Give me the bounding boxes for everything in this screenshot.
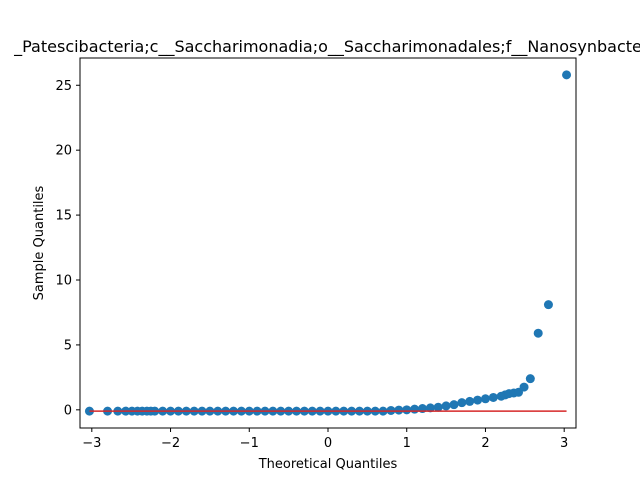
sample-point	[480, 394, 490, 404]
y-axis-label: Sample Quantiles	[32, 185, 47, 300]
sample-point	[465, 396, 475, 406]
sample-point	[394, 405, 404, 415]
y-tick-label: 25	[55, 79, 72, 94]
x-tick-label: 2	[481, 436, 489, 451]
sample-point	[425, 403, 435, 413]
y-tick-label: 0	[64, 403, 72, 418]
x-tick-label: −1	[240, 436, 259, 451]
x-tick-label: −2	[161, 436, 180, 451]
sample-point	[410, 404, 420, 414]
y-tick-label: 20	[55, 144, 72, 159]
sample-point	[519, 382, 529, 392]
sample-point	[533, 328, 543, 338]
x-tick-label: −3	[82, 436, 101, 451]
x-axis-ticks: −3 −2 −1 0 1 2 3	[82, 428, 568, 451]
y-tick-label: 10	[55, 274, 72, 289]
x-tick-label: 1	[403, 436, 411, 451]
y-axis-ticks: 0 5 10 15 20 25	[55, 79, 80, 418]
x-axis-label: Theoretical Quantiles	[258, 457, 398, 472]
sample-point	[433, 402, 443, 412]
sample-point	[441, 401, 451, 411]
sample-point	[525, 374, 535, 384]
x-tick-label: 3	[560, 436, 568, 451]
sample-point	[543, 300, 553, 310]
sample-point	[488, 392, 498, 402]
chart-title: _Patescibacteria;c__Saccharimonadia;o__S…	[13, 37, 640, 57]
sample-point	[562, 70, 572, 80]
sample-point	[473, 395, 483, 405]
axes-frame	[79, 57, 577, 429]
y-tick-label: 15	[55, 209, 72, 224]
sample-point	[457, 398, 467, 408]
sample-point	[402, 405, 412, 415]
y-tick-label: 5	[64, 338, 72, 353]
sample-point	[449, 400, 459, 410]
x-tick-label: 0	[324, 436, 332, 451]
